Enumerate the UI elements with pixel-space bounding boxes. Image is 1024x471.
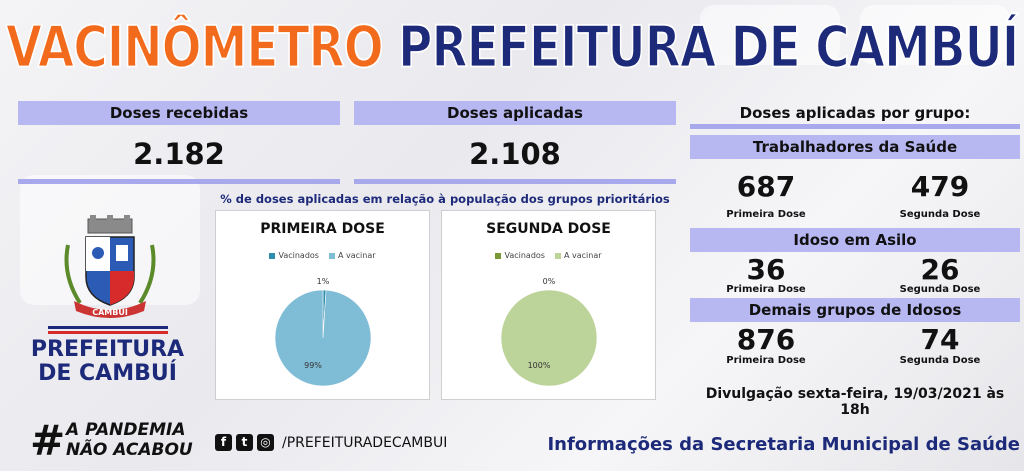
chart-legend: Vacinados A vacinar [216, 251, 429, 260]
trabalhadores-primeira-value: 687 [736, 170, 796, 203]
chart-title: SEGUNDA DOSE [486, 221, 611, 237]
legend-swatch [495, 252, 502, 259]
por-grupo-header: Doses aplicadas por grupo: [739, 104, 971, 122]
background-panel [700, 5, 840, 65]
stripe [48, 331, 168, 334]
social-links: f t ◎ /PREFEITURADECAMBUI [215, 434, 447, 451]
legend-label: Vacinados [504, 251, 545, 260]
hashtag-symbol: # [30, 416, 66, 465]
legend-swatch [269, 252, 276, 259]
social-handle[interactable]: /PREFEITURADECAMBUI [282, 434, 448, 451]
legend-swatch [554, 252, 561, 259]
chart-title: PRIMEIRA DOSE [260, 221, 385, 237]
divider [354, 179, 676, 184]
doses-aplicadas-value: 2.108 [469, 137, 561, 171]
chart-legend: Vacinados A vacinar [442, 251, 655, 260]
legend-item: A vacinar [554, 251, 602, 260]
group-header-idoso-asilo: Idoso em Asilo [690, 228, 1020, 252]
demais-idosos-primeira-label: Primeira Dose [726, 355, 806, 366]
prefeitura-name: PREFEITURA DE CAMBUÍ [20, 338, 195, 386]
demais-idosos-segunda-value: 74 [920, 323, 960, 356]
pie-slice-a-vacinar [274, 289, 372, 387]
divider [690, 124, 1020, 129]
legend-item: Vacinados [269, 251, 319, 260]
hashtag-line1: A PANDEMIA [66, 420, 186, 440]
divider [18, 179, 340, 184]
legend-item: Vacinados [495, 251, 545, 260]
pie-chart: 1% 99% [274, 277, 372, 387]
group-header-trabalhadores: Trabalhadores da Saúde [690, 135, 1020, 159]
chart-caption: % de doses aplicadas em relação à popula… [220, 192, 670, 206]
legend-label: A vacinar [563, 251, 602, 260]
flag-stripes [48, 326, 168, 336]
twitter-icon[interactable]: t [236, 434, 253, 451]
prefeitura-line1: PREFEITURA [30, 337, 185, 362]
idoso-asilo-segunda-label: Segunda Dose [899, 284, 981, 295]
doses-recebidas-label: Doses recebidas [18, 101, 340, 125]
trabalhadores-primeira-label: Primeira Dose [726, 209, 806, 220]
doses-aplicadas-label: Doses aplicadas [354, 101, 676, 125]
doses-recebidas-value: 2.182 [133, 137, 225, 171]
title-vacinometro: VACINÔMETRO [5, 13, 384, 82]
trabalhadores-segunda-value: 479 [910, 170, 970, 203]
demais-idosos-segunda-label: Segunda Dose [899, 355, 981, 366]
crest-text: CAMBUÍ [92, 306, 128, 317]
data-label: 1% [317, 277, 330, 286]
demais-idosos-primeira-value: 876 [736, 323, 796, 356]
instagram-icon[interactable]: ◎ [257, 434, 274, 451]
facebook-icon[interactable]: f [215, 434, 232, 451]
divulgacao-date: Divulgação sexta-feira, 19/03/2021 às 18… [705, 386, 1005, 418]
idoso-asilo-primeira-value: 36 [746, 253, 786, 286]
data-label: 100% [528, 361, 551, 370]
legend-label: Vacinados [278, 251, 319, 260]
chart-segunda-dose: SEGUNDA DOSE Vacinados A vacinar 0% 100% [441, 210, 656, 400]
prefeitura-line2: DE CAMBUÍ [38, 361, 177, 386]
pie-slice-a-vacinar [500, 289, 598, 387]
idoso-asilo-primeira-label: Primeira Dose [726, 284, 806, 295]
idoso-asilo-segunda-value: 26 [920, 253, 960, 286]
data-label: 99% [304, 361, 322, 370]
legend-swatch [328, 252, 335, 259]
chart-primeira-dose: PRIMEIRA DOSE Vacinados A vacinar 1% 99% [215, 210, 430, 400]
hashtag-line2: NÃO ACABOU [66, 440, 193, 460]
trabalhadores-segunda-label: Segunda Dose [899, 209, 981, 220]
group-header-demais-idosos: Demais grupos de Idosos [690, 298, 1020, 322]
stripe [48, 326, 168, 329]
hashtag-text: A PANDEMIA NÃO ACABOU [66, 420, 193, 460]
pie-chart: 0% 100% [500, 277, 598, 387]
legend-label: A vacinar [337, 251, 376, 260]
title-prefeitura: PREFEITURA DE CAMBUÍ [397, 13, 1020, 82]
legend-item: A vacinar [328, 251, 376, 260]
page-title: VACINÔMETRO PREFEITURA DE CAMBUÍ [0, 13, 1024, 82]
coat-of-arms-icon: CAMBUÍ [64, 215, 156, 318]
background-panel [860, 5, 1010, 65]
data-label: 0% [543, 277, 556, 286]
secretaria-info: Informações da Secretaria Municipal de S… [547, 434, 1020, 455]
